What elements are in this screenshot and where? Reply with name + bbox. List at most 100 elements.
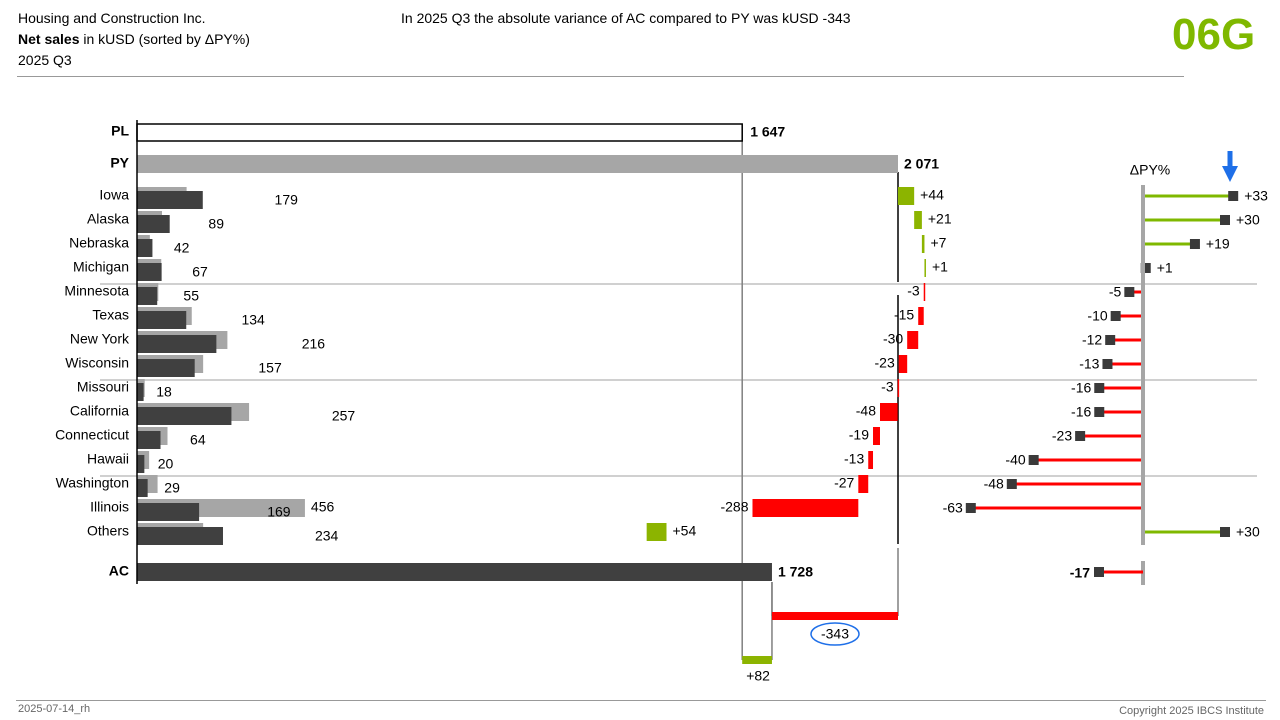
- delta-py-label: -30: [883, 331, 903, 347]
- delta-pct-label: -48: [984, 476, 1004, 492]
- delta-py-bar: [914, 211, 922, 229]
- pl-bar: [136, 123, 743, 142]
- delta-py-label: -48: [856, 403, 876, 419]
- ac-value-label: 42: [174, 240, 190, 256]
- ac-value-label: 20: [158, 456, 174, 472]
- delta-py-label: -23: [875, 355, 895, 371]
- delta-py-label: -19: [849, 427, 869, 443]
- delta-py-bar: [873, 427, 880, 445]
- delta-pct-marker: [1075, 431, 1086, 441]
- delta-pct-label: -13: [1079, 356, 1099, 372]
- footer-copyright: Copyright 2025 IBCS Institute: [1119, 705, 1264, 717]
- delta-pct-label: -16: [1071, 404, 1091, 420]
- ac-bar-nebraska: [137, 239, 153, 257]
- delta-pct-total-label: -17: [1070, 565, 1090, 581]
- delta-py-bar: [752, 499, 859, 517]
- delta-pct-total-marker: [1094, 567, 1104, 577]
- delta-py-bar: [868, 451, 874, 469]
- category-label: Michigan: [73, 259, 129, 275]
- measure-unit: in kUSD (sorted by ΔPY%): [79, 31, 250, 47]
- delta-pct-marker: [1189, 239, 1200, 249]
- ac-bar-wisconsin: [137, 359, 195, 377]
- ac-value-label: 169: [267, 504, 291, 520]
- ac-bar-iowa: [137, 191, 203, 209]
- ac-value-label: 157: [258, 360, 282, 376]
- delta-pct-label: -40: [1005, 452, 1025, 468]
- category-label: Texas: [92, 307, 129, 323]
- ac-bar-michigan: [137, 263, 162, 281]
- delta-pct-marker: [1110, 311, 1121, 321]
- highlight-ellipse: [810, 622, 860, 646]
- delta-py-bar: [898, 355, 908, 373]
- delta-py-bar: [646, 523, 667, 541]
- delta-py-label: -15: [894, 307, 914, 323]
- py-value-label: 456: [311, 499, 335, 515]
- delta-py-bar: [898, 187, 915, 205]
- category-label: California: [70, 403, 129, 419]
- footer-date: 2025-07-14_rh: [18, 703, 91, 715]
- delta-pct-marker: [1220, 215, 1230, 225]
- header-rule: [17, 76, 1184, 77]
- pl-value-label: 1 647: [750, 124, 785, 140]
- delta-pct-label: -23: [1052, 428, 1072, 444]
- ac-value-label: 18: [156, 384, 172, 400]
- ac-value-label: 179: [275, 192, 299, 208]
- ac-value-label: 1 728: [778, 564, 813, 580]
- delta-py-bar: [923, 283, 926, 301]
- ac-value-label: 64: [190, 432, 206, 448]
- ac-bar-others: [137, 527, 223, 545]
- delta-py-label: +44: [920, 187, 944, 203]
- delta-pct-marker: [965, 503, 976, 513]
- delta-py-label: +21: [928, 211, 952, 227]
- ac-vs-pl-label: +82: [746, 668, 770, 684]
- ac-bar-alaska: [137, 215, 170, 233]
- ac-bar-hawaii: [137, 455, 145, 473]
- delta-pct-marker: [1028, 455, 1039, 465]
- delta-pct-marker: [1006, 479, 1017, 489]
- delta-py-bar: [897, 379, 900, 397]
- chart-id: 06G: [1172, 10, 1256, 59]
- delta-py-label: -27: [834, 475, 854, 491]
- ac-value-label: 89: [208, 216, 224, 232]
- delta-pct-marker: [1094, 383, 1105, 393]
- delta-py-label: +1: [932, 259, 948, 275]
- ac-bar-new-york: [137, 335, 217, 353]
- category-label: Wisconsin: [65, 355, 129, 371]
- ac-bar-illinois: [137, 503, 200, 521]
- delta-py-bar: [921, 235, 925, 253]
- company-name: Housing and Construction Inc.: [18, 10, 206, 26]
- category-label: Missouri: [77, 379, 129, 395]
- pl-label: PL: [111, 123, 129, 139]
- delta-pct-label: -10: [1087, 308, 1107, 324]
- ac-bar-minnesota: [137, 287, 158, 305]
- delta-py-label: +7: [930, 235, 946, 251]
- py-value-label: 2 071: [904, 156, 939, 172]
- delta-py-bar: [924, 259, 926, 277]
- ac-value-label: 134: [241, 312, 265, 328]
- delta-pct-marker: [1102, 359, 1113, 369]
- delta-pct-marker: [1220, 527, 1230, 537]
- delta-pct-label: -5: [1109, 284, 1122, 300]
- delta-py-label: -3: [881, 379, 894, 395]
- footer-rule: [16, 700, 1266, 701]
- delta-pct-header: ΔPY%: [1130, 162, 1170, 178]
- ac-value-label: 234: [315, 528, 339, 544]
- category-label: Connecticut: [55, 427, 129, 443]
- category-label: Iowa: [99, 187, 129, 203]
- chart-message: In 2025 Q3 the absolute variance of AC c…: [401, 10, 851, 26]
- delta-pct-marker: [1124, 287, 1135, 297]
- delta-py-label: -3: [907, 283, 920, 299]
- py-bar: [137, 155, 898, 173]
- delta-py-label: -288: [720, 499, 748, 515]
- ac-label: AC: [109, 563, 129, 579]
- delta-pct-marker: [1105, 335, 1116, 345]
- delta-pct-label: +1: [1157, 260, 1173, 276]
- category-label: Others: [87, 523, 129, 539]
- ac-value-label: 67: [192, 264, 208, 280]
- delta-py-bar: [879, 403, 898, 421]
- ac-bar-washington: [137, 479, 148, 497]
- delta-pct-label: +19: [1206, 236, 1230, 252]
- delta-py-bar: [907, 331, 919, 349]
- category-label: Illinois: [90, 499, 129, 515]
